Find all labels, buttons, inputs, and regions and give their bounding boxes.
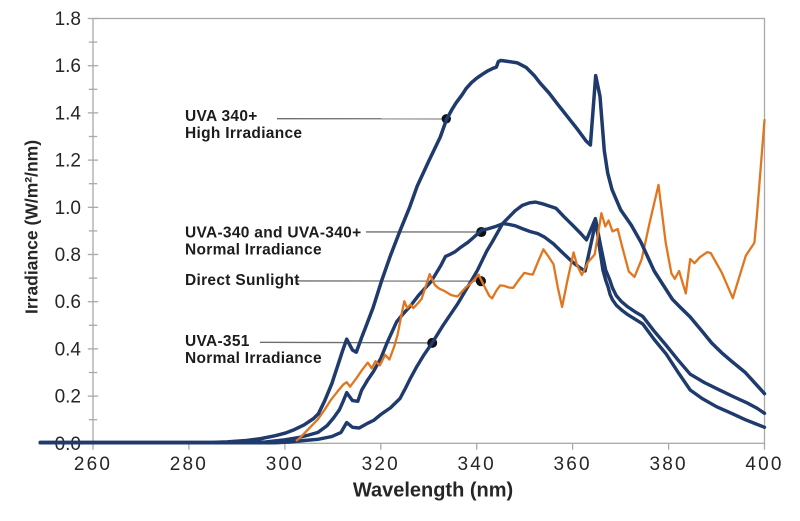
svg-text:0.2: 0.2 (55, 387, 81, 408)
svg-text:1.2: 1.2 (55, 151, 81, 172)
svg-text:300: 300 (266, 454, 304, 475)
svg-text:0.8: 0.8 (55, 245, 81, 266)
svg-text:1.8: 1.8 (55, 9, 81, 30)
svg-text:340: 340 (458, 454, 496, 475)
svg-text:Wavelength (nm): Wavelength (nm) (353, 480, 513, 502)
svg-text:UVA 340+: UVA 340+ (185, 108, 258, 125)
svg-text:280: 280 (170, 454, 208, 475)
svg-text:400: 400 (745, 454, 783, 475)
svg-text:0.4: 0.4 (55, 339, 82, 360)
svg-text:260: 260 (74, 454, 112, 475)
svg-text:360: 360 (553, 454, 591, 475)
svg-text:UVA-340 and UVA-340+: UVA-340 and UVA-340+ (185, 225, 361, 242)
svg-text:1.4: 1.4 (55, 103, 82, 124)
svg-text:0.6: 0.6 (55, 292, 81, 313)
svg-text:320: 320 (362, 454, 400, 475)
svg-text:High Irradiance: High Irradiance (185, 125, 302, 142)
svg-text:Direct Sunlight: Direct Sunlight (185, 272, 300, 289)
svg-text:UVA-351: UVA-351 (185, 333, 250, 350)
svg-text:Normal Irradiance: Normal Irradiance (185, 350, 322, 367)
svg-text:1.0: 1.0 (55, 198, 81, 219)
svg-text:380: 380 (649, 454, 687, 475)
svg-text:Irradiance (W/m²/nm): Irradiance (W/m²/nm) (22, 140, 42, 314)
svg-text:Normal Irradiance: Normal Irradiance (185, 242, 322, 259)
svg-text:1.6: 1.6 (55, 56, 81, 77)
